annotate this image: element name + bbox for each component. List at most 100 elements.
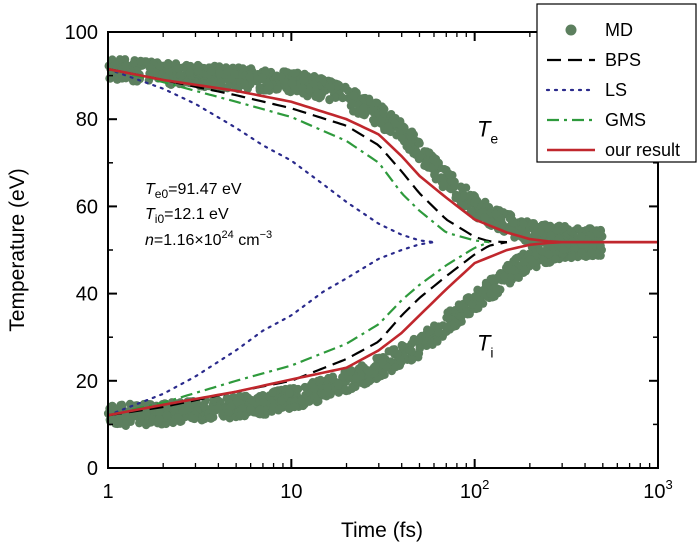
md-point <box>173 413 183 422</box>
md-point <box>528 258 538 268</box>
series-gms-upper-line <box>107 67 490 244</box>
md-point <box>297 397 306 406</box>
md-point <box>240 411 249 421</box>
md-point <box>380 370 389 379</box>
md-point <box>474 304 483 313</box>
md-point <box>163 60 172 69</box>
x-tick-label: 10 <box>280 481 302 503</box>
md-point <box>136 56 145 66</box>
md-point <box>429 155 438 164</box>
md-point <box>391 362 400 372</box>
x-tick-label: 1 <box>102 481 113 503</box>
md-point <box>287 78 297 88</box>
md-point <box>445 169 454 179</box>
md-point <box>424 148 434 157</box>
md-point <box>289 69 299 78</box>
md-point <box>274 404 284 414</box>
md-point <box>454 302 464 311</box>
md-point <box>471 195 481 204</box>
md-point <box>186 61 195 71</box>
md-point <box>208 77 217 87</box>
md-point <box>326 83 336 92</box>
md-point <box>351 374 361 383</box>
md-point <box>179 406 189 415</box>
md-point <box>168 418 178 428</box>
md-point <box>170 404 179 413</box>
md-point <box>232 397 242 406</box>
md-point <box>268 388 278 397</box>
md-point <box>442 322 451 332</box>
md-point <box>551 254 560 264</box>
md-point <box>313 88 323 98</box>
md-point <box>263 85 272 94</box>
md-point <box>462 294 472 303</box>
md-point <box>408 355 417 364</box>
md-point <box>414 336 423 345</box>
md-point <box>491 209 500 219</box>
md-point <box>137 411 146 421</box>
md-point <box>195 62 204 71</box>
y-axis-title: Temperature (eV) <box>6 168 29 331</box>
md-point <box>340 385 350 394</box>
legend-label-md: MD <box>605 20 633 40</box>
annotation-ti0: Ti0=12.1 eV <box>145 206 229 226</box>
md-point <box>450 177 459 187</box>
series-bps-lower-line <box>107 241 508 417</box>
md-point <box>245 72 254 82</box>
y-tick-label: 80 <box>76 109 98 131</box>
md-point <box>498 220 508 229</box>
series-ls-upper-line <box>106 67 436 244</box>
md-point <box>503 260 513 270</box>
md-point <box>359 103 369 112</box>
md-point <box>505 214 514 223</box>
md-point <box>155 61 165 71</box>
md-point <box>379 108 388 118</box>
curve-label-te: Te <box>477 117 498 147</box>
series-ls-lower-line <box>106 241 436 417</box>
md-point <box>479 285 488 295</box>
md-point <box>259 397 268 407</box>
md-point <box>384 122 393 131</box>
y-tick-label: 100 <box>65 22 98 44</box>
md-point <box>185 68 194 77</box>
md-point <box>368 115 378 125</box>
md-point <box>113 417 123 427</box>
annotation-te0: Te0=91.47 eV <box>145 181 242 201</box>
md-point <box>393 349 402 358</box>
md-point <box>298 76 308 85</box>
md-point <box>145 63 154 72</box>
md-point <box>206 67 216 76</box>
md-point <box>397 341 407 351</box>
md-point <box>416 152 425 161</box>
md-point <box>404 145 414 154</box>
md-point <box>347 384 356 394</box>
md-point <box>205 413 215 423</box>
x-tick-label: 102 <box>460 477 489 503</box>
legend-label-bps: BPS <box>605 50 641 70</box>
md-point <box>433 337 442 346</box>
md-point <box>323 383 332 392</box>
md-point <box>456 182 466 191</box>
md-point <box>162 410 171 420</box>
md-point <box>300 69 309 79</box>
md-point <box>577 232 586 241</box>
md-point <box>247 395 256 405</box>
md-point <box>155 408 164 417</box>
md-point <box>544 250 554 259</box>
md-point <box>425 327 434 336</box>
md-point <box>538 256 548 265</box>
x-tick-label: 103 <box>643 477 672 503</box>
md-point <box>371 98 381 107</box>
md-point <box>215 69 224 78</box>
md-point <box>519 258 529 267</box>
md-point <box>519 219 528 228</box>
md-point <box>543 223 552 233</box>
md-point <box>214 403 223 413</box>
plot-area <box>103 55 658 430</box>
x-axis-title: Time (fs) <box>341 519 423 542</box>
legend-box <box>536 3 697 163</box>
md-point <box>406 128 415 137</box>
md-point <box>273 85 282 94</box>
md-point <box>258 73 267 82</box>
y-tick-label: 60 <box>76 196 98 218</box>
